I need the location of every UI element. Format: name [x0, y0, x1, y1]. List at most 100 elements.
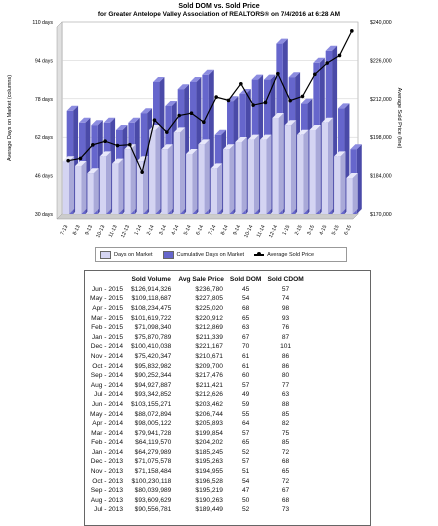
x-tick-label: 1-14: [134, 224, 144, 236]
x-tick-label: 4-15: [319, 224, 329, 236]
y-right-tick: $170,000: [370, 212, 392, 218]
cell-price: $212,869: [195, 324, 223, 332]
bar-dom-front: [136, 161, 144, 214]
cell-dom: 57: [242, 429, 250, 437]
cell-cdom: 87: [281, 333, 290, 341]
bar-dom-top: [173, 127, 186, 133]
bar-dom: [62, 156, 75, 214]
cell-cdom: 75: [281, 429, 290, 437]
bar-cdom-top: [165, 101, 177, 106]
y-left-tick: 62 days: [35, 135, 54, 141]
cell-cdom: 77: [281, 381, 290, 389]
cell-cdom: 86: [281, 362, 290, 370]
cell-volume: $126,914,326: [131, 285, 172, 293]
bar-cdom-top: [128, 117, 140, 123]
cell-cdom: 82: [281, 420, 290, 428]
cell-volume: $94,927,887: [134, 381, 172, 389]
y-right-tick: $226,000: [370, 58, 392, 64]
cell-price: $195,263: [195, 458, 223, 466]
cell-month: Sep - 2013: [90, 487, 123, 495]
cell-dom: 61: [242, 362, 250, 370]
legend-item-dom: Days on Market: [100, 250, 153, 259]
bar-dom: [223, 144, 235, 214]
price-point: [91, 143, 95, 147]
bar-cdom-top: [140, 108, 153, 114]
bar-dom-side: [352, 173, 358, 214]
cell-cdom: 65: [281, 468, 290, 476]
bar-dom-front: [235, 142, 242, 214]
bar-dom-front: [198, 144, 205, 214]
x-tick-label: 9-14: [232, 224, 242, 236]
cell-month: Jan - 2015: [91, 333, 123, 341]
bars: [62, 38, 362, 214]
x-tick-label: 12-14: [268, 224, 279, 239]
y-right-tick: $184,000: [370, 174, 392, 180]
cell-volume: $71,075,578: [134, 458, 172, 466]
price-point: [140, 170, 144, 174]
plot-floor: [56, 213, 359, 220]
bar-cdom-top: [325, 45, 338, 51]
table-row: Feb - 2014 $64,119,570 $204,202 65 85: [86, 438, 307, 448]
cell-price: $204,202: [195, 439, 223, 447]
table-header-cdom: Sold CDOM: [267, 276, 304, 284]
cell-price: $185,245: [195, 448, 223, 456]
bar-dom-side: [69, 156, 75, 214]
cell-cdom: 67: [281, 487, 290, 495]
legend-label-cdom: Cumulative Days on Market: [176, 251, 245, 258]
cell-price: $225,020: [195, 304, 223, 312]
bar-dom-side: [167, 144, 173, 214]
cell-month: Oct - 2013: [92, 477, 123, 485]
y-right-tick: $212,000: [370, 97, 392, 103]
bar-dom-front: [247, 139, 255, 214]
cell-volume: $101,619,722: [131, 314, 172, 322]
cell-volume: $75,420,347: [134, 352, 172, 360]
bar-dom: [247, 134, 260, 214]
bar-dom-side: [254, 134, 260, 214]
price-point: [103, 139, 107, 144]
cell-volume: $95,832,982: [134, 362, 172, 370]
price-point: [263, 100, 268, 105]
cell-volume: $93,342,852: [134, 391, 172, 399]
cell-cdom: 68: [281, 496, 290, 504]
price-point: [313, 72, 317, 77]
table-row: May - 2015 $109,118,687 $227,805 54 74: [86, 294, 307, 304]
bar-dom-front: [62, 161, 70, 214]
x-tick-label: 6-14: [195, 224, 205, 236]
cell-volume: $108,234,475: [131, 304, 172, 312]
bar-dom: [235, 137, 247, 214]
x-tick-label: 10-13: [95, 224, 106, 239]
cell-volume: $71,098,340: [134, 324, 172, 332]
bar-dom: [198, 139, 210, 214]
x-tick-label: 5-14: [183, 224, 193, 236]
bar-dom: [186, 149, 198, 214]
bar-dom-front: [149, 130, 156, 214]
cell-volume: $64,119,570: [135, 439, 172, 447]
bar-dom: [272, 113, 284, 214]
bar-dom-top: [235, 137, 247, 142]
bar-cdom-top: [251, 74, 264, 80]
table-row: Dec - 2014 $100,410,038 $221,167 70 101: [86, 342, 307, 352]
cell-price: $205,893: [195, 420, 223, 428]
legend: Days on Market Cumulative Days on Market…: [95, 247, 347, 262]
bar-dom-front: [75, 166, 82, 214]
bar-dom-top: [260, 134, 272, 140]
bar-dom: [284, 120, 297, 214]
bar-dom-side: [118, 158, 124, 214]
cell-cdom: 72: [281, 448, 290, 456]
bar-dom-front: [173, 132, 181, 214]
bar-dom-top: [186, 149, 198, 154]
cell-dom: 65: [242, 439, 250, 447]
bar-cdom-top: [177, 84, 190, 90]
bar-dom-front: [346, 178, 353, 214]
cell-dom: 45: [242, 285, 250, 293]
cell-volume: $100,410,038: [131, 343, 172, 351]
table-header-dom: Sold DOM: [229, 276, 262, 284]
cell-volume: $75,870,789: [134, 333, 172, 341]
bar-dom-front: [87, 173, 94, 214]
data-table: Sold Volume Avg Sale Price Sold DOM Sold…: [86, 275, 307, 515]
bar-dom-front: [334, 156, 341, 214]
y-left-tick: 46 days: [35, 174, 54, 180]
bar-dom-side: [315, 125, 321, 214]
table-row: Jun - 2015 $126,914,326 $236,780 45 57: [86, 285, 307, 295]
x-tick-label: 7-14: [208, 224, 218, 236]
